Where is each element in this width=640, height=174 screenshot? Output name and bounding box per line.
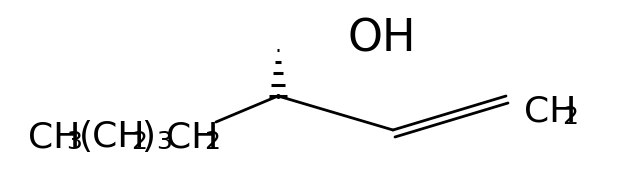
Text: 2: 2: [131, 130, 147, 154]
Text: (CH: (CH: [79, 120, 145, 154]
Text: 3: 3: [156, 130, 172, 154]
Text: OH: OH: [348, 18, 417, 61]
Text: CH: CH: [28, 120, 81, 154]
Text: 3: 3: [66, 130, 82, 154]
Text: CH: CH: [524, 95, 577, 129]
Text: 2: 2: [562, 105, 578, 129]
Text: ): ): [141, 120, 155, 154]
Text: CH: CH: [166, 120, 218, 154]
Text: 2: 2: [204, 130, 220, 154]
